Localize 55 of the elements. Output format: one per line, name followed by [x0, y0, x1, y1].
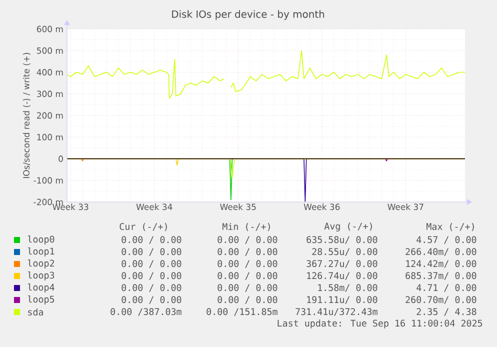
text: 0.00 / 0.00 [218, 272, 278, 280]
x-tick-label: Week 34 [136, 204, 172, 210]
legend-label: loop2 [28, 260, 54, 268]
y-axis-title: IOs/second read (-) / write (+) [22, 52, 30, 178]
text: 266.40m/ 0.00 [406, 248, 476, 256]
legend-label: loop5 [28, 296, 54, 304]
text: 0.00 /151.85m [206, 308, 278, 316]
text: 0.00 / 0.00 [122, 248, 182, 256]
text: Last update: Tue Sep 16 11:00:04 2025 [278, 320, 482, 328]
text: Cur (-/+) [120, 222, 167, 232]
chart-title: Disk IOs per device - by month [172, 10, 324, 20]
text: 2.35 / 4.38 [416, 308, 476, 316]
y-tick-label: 500 m [37, 47, 63, 54]
text: 4.71 / 0.00 [416, 284, 476, 292]
legend-label: loop4 [28, 284, 54, 292]
text: 0.00 / 0.00 [122, 284, 182, 292]
text: Avg (-/+) [324, 222, 372, 232]
text: 4.57 / 0.00 [416, 236, 476, 244]
text: 126.74u/ 0.00 [307, 272, 378, 280]
legend-label: sda [28, 308, 43, 316]
text: Min (-/+) [222, 222, 270, 232]
y-tick-label: 300 m [37, 90, 63, 98]
x-tick-label: Week 35 [220, 204, 256, 210]
y-tick-label: 200 m [37, 112, 63, 119]
legend-label: loop0 [28, 236, 54, 244]
text: 0.00 / 0.00 [218, 296, 278, 304]
text: 367.27u/ 0.00 [306, 260, 378, 268]
text: 0.00 / 0.00 [218, 236, 278, 244]
text: 635.58u/ 0.00 [306, 236, 378, 244]
text: 28.55u/ 0.00 [312, 248, 378, 256]
y-tick-label: 400 m [36, 69, 63, 76]
text: 0.00 / 0.00 [218, 284, 278, 292]
text: 0.00 / 0.00 [122, 260, 182, 268]
text: 260.70m/ 0.00 [406, 296, 476, 304]
text: 191.11u/ 0.00 [307, 296, 378, 304]
text: 0.00 /387.03m [110, 308, 182, 316]
y-tick-label: -100 m [34, 177, 63, 184]
text: 0.00 / 0.00 [218, 248, 278, 256]
text: 124.42m/ 0.00 [406, 260, 476, 268]
y-tick-label: 600 m [36, 26, 63, 32]
text: Max (-/+) [426, 222, 474, 232]
y-tick-label: 0 [58, 156, 63, 162]
text: 731.41u/372.43m [296, 308, 378, 316]
text: 0.00 / 0.00 [122, 272, 182, 280]
x-tick-label: Week 33 [52, 204, 88, 210]
text: 0.00 / 0.00 [122, 236, 182, 244]
y-tick-label: 100 m [37, 134, 63, 140]
text: 1.58m/ 0.00 [318, 284, 378, 292]
legend-label: loop1 [28, 248, 54, 256]
text: 0.00 / 0.00 [122, 296, 182, 304]
text: 0.00 / 0.00 [218, 260, 278, 268]
text: 685.37m/ 0.00 [406, 272, 476, 280]
x-tick-label: Week 37 [388, 204, 424, 210]
x-tick-label: Week 36 [304, 204, 340, 210]
legend-label: loop3 [28, 272, 54, 280]
